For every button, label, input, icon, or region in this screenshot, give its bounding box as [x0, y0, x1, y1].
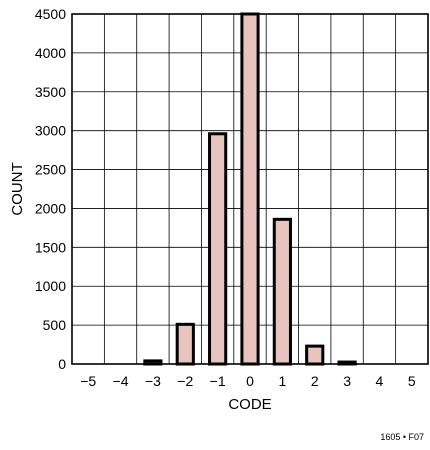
y-tick-label: 2500: [35, 162, 66, 178]
y-tick-label: 1500: [35, 239, 66, 255]
y-tick-label: 4500: [35, 6, 66, 22]
y-tick-label: 500: [43, 317, 67, 333]
bar: [272, 217, 292, 366]
x-tick-label: 3: [343, 373, 351, 389]
bar: [305, 344, 325, 366]
x-tick-label: −2: [177, 373, 193, 389]
bar: [208, 132, 228, 366]
y-tick-label: 3500: [35, 84, 66, 100]
x-tick-label: 4: [376, 373, 384, 389]
x-tick-label: −3: [145, 373, 161, 389]
figure-id: 1605 • F07: [380, 432, 424, 442]
y-tick-label: 2000: [35, 200, 66, 216]
y-tick-label: 0: [58, 356, 66, 372]
y-tick-label: 3000: [35, 123, 66, 139]
bar: [175, 322, 195, 366]
x-tick-label: −5: [80, 373, 96, 389]
y-axis-label: COUNT: [9, 162, 26, 215]
x-tick-labels: −5 −4 −3 −2 −1 0 1 2 3 4 5: [80, 373, 416, 389]
y-tick-label: 1000: [35, 278, 66, 294]
x-tick-label: 2: [311, 373, 319, 389]
x-tick-label: −4: [113, 373, 129, 389]
x-tick-label: −1: [210, 373, 226, 389]
x-tick-label: 1: [278, 373, 286, 389]
x-axis-label: CODE: [228, 396, 271, 413]
bars: [143, 12, 357, 366]
y-tick-labels: 0 500 1000 1500 2000 2500 3000 3500 4000 4500: [35, 6, 66, 372]
plot-frame: [71, 13, 429, 365]
x-tick-label: 0: [246, 373, 254, 389]
bar: [240, 12, 260, 366]
y-tick-label: 4000: [35, 45, 66, 61]
x-tick-label: 5: [408, 373, 416, 389]
